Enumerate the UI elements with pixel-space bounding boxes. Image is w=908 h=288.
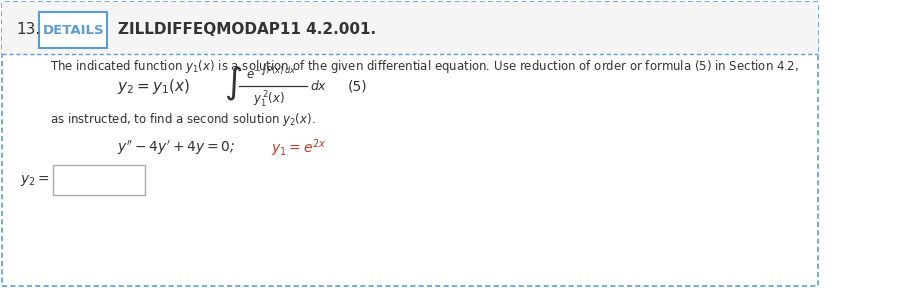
FancyBboxPatch shape bbox=[2, 2, 818, 286]
Text: The indicated function $y_1(x)$ is a solution of the given differential equation: The indicated function $y_1(x)$ is a sol… bbox=[50, 58, 799, 75]
Text: $\int$: $\int$ bbox=[224, 65, 242, 103]
Text: $y_1 = e^{2x}$: $y_1 = e^{2x}$ bbox=[271, 137, 326, 159]
Text: ZILLDIFFEQMODAP11 4.2.001.: ZILLDIFFEQMODAP11 4.2.001. bbox=[118, 22, 377, 37]
Text: as instructed, to find a second solution $y_2(x)$.: as instructed, to find a second solution… bbox=[50, 111, 315, 128]
FancyBboxPatch shape bbox=[54, 165, 145, 195]
FancyBboxPatch shape bbox=[2, 2, 818, 54]
Text: $y_1^{\,2}(x)$: $y_1^{\,2}(x)$ bbox=[252, 90, 285, 110]
Text: $y_2 = y_1(x)$: $y_2 = y_1(x)$ bbox=[117, 77, 191, 96]
FancyBboxPatch shape bbox=[39, 12, 107, 48]
Text: (5): (5) bbox=[348, 79, 368, 93]
Text: $y_2 =$: $y_2 =$ bbox=[20, 173, 50, 187]
Text: $y'' - 4y' + 4y = 0$;: $y'' - 4y' + 4y = 0$; bbox=[117, 139, 236, 157]
Text: DETAILS: DETAILS bbox=[43, 24, 104, 37]
Text: $dx$: $dx$ bbox=[310, 79, 327, 93]
Text: $e^{-\int P(x)\,dx}$: $e^{-\int P(x)\,dx}$ bbox=[246, 63, 296, 81]
Text: 13.: 13. bbox=[16, 22, 41, 37]
